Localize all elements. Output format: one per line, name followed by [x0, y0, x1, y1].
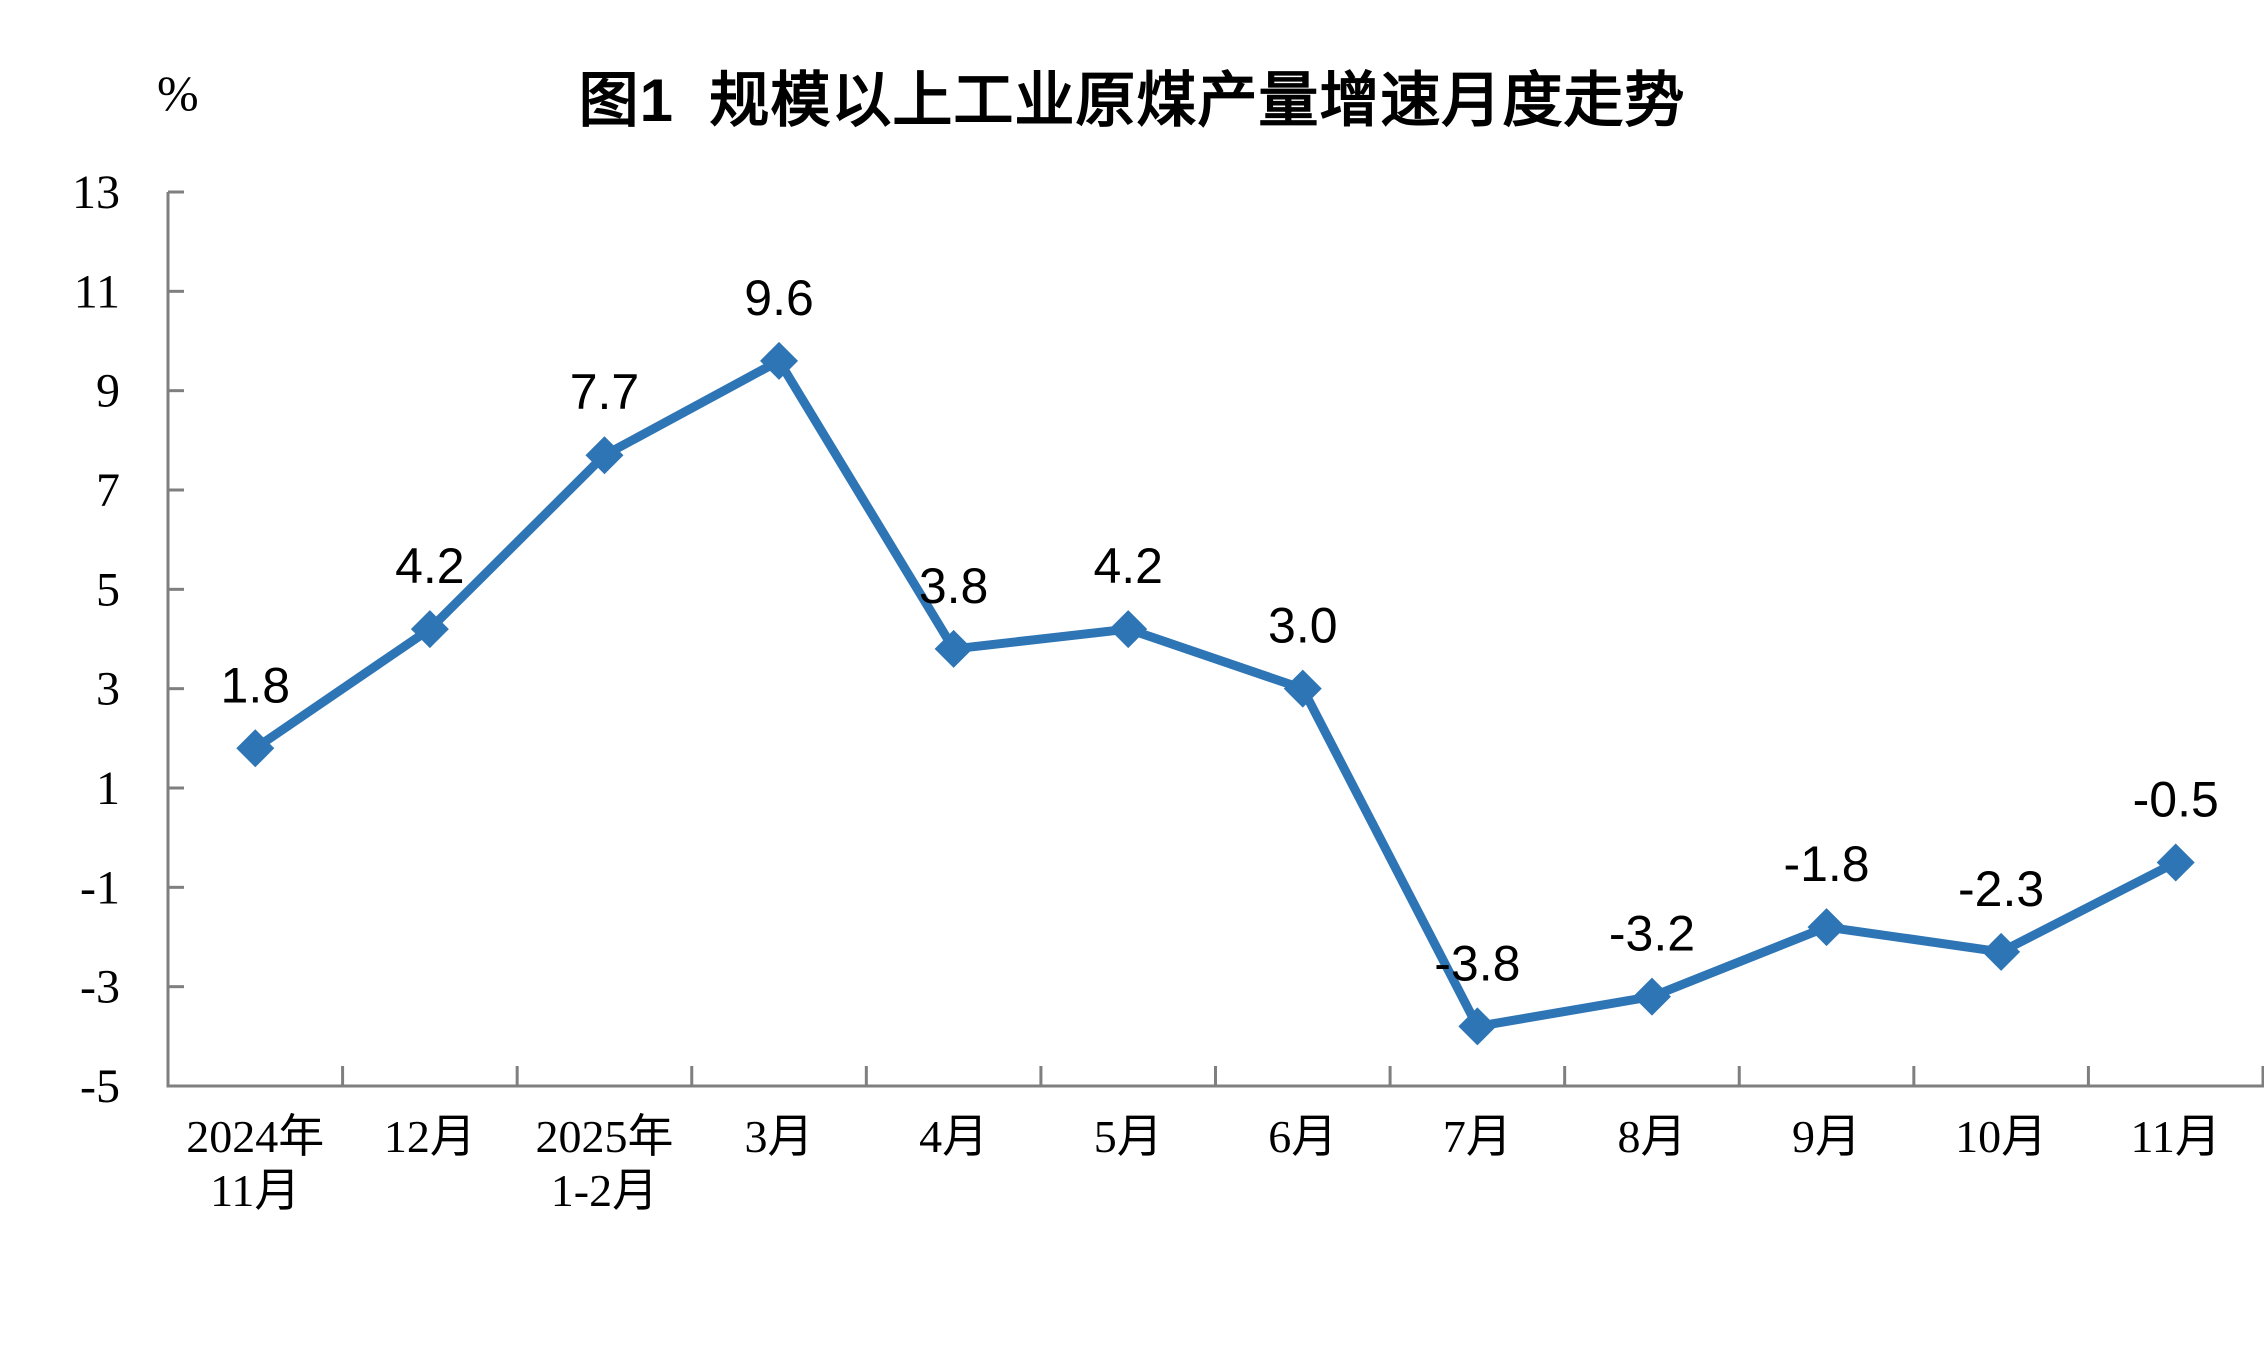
x-tick-label: 2024年 — [186, 1111, 324, 1162]
data-point-marker — [760, 341, 799, 380]
y-tick-label: -1 — [80, 861, 120, 914]
y-tick-label: 3 — [96, 663, 120, 716]
y-tick-label: -5 — [80, 1060, 120, 1113]
data-point-marker — [1283, 669, 1322, 708]
data-point-label: -1.8 — [1783, 836, 1869, 892]
data-point-marker — [1458, 1007, 1497, 1046]
x-tick-label: 11月 — [210, 1165, 300, 1216]
data-point-label: -2.3 — [1958, 861, 2044, 917]
chart-title: 图1 规模以上工业原煤产量增速月度走势 — [578, 67, 1686, 134]
y-axis-unit-label: % — [157, 65, 199, 121]
data-point-marker — [1807, 908, 1846, 947]
x-tick-label: 6月 — [1268, 1111, 1337, 1162]
x-tick-label: 11月 — [2131, 1111, 2221, 1162]
x-tick-label: 12月 — [384, 1111, 476, 1162]
data-point-label: -0.5 — [2133, 772, 2219, 828]
data-point-marker — [1109, 610, 1148, 649]
x-tick-label: 8月 — [1617, 1111, 1686, 1162]
data-point-marker — [2156, 843, 2195, 882]
y-tick-label: 5 — [96, 563, 120, 616]
series-line — [250, 356, 2181, 1031]
y-tick-label: 7 — [96, 464, 120, 517]
data-point-label: 3.0 — [1268, 598, 1338, 654]
data-point-marker — [410, 610, 449, 649]
data-point-label: 7.7 — [570, 364, 640, 420]
data-point-label: -3.2 — [1609, 906, 1695, 962]
x-tick-label: 3月 — [745, 1111, 814, 1162]
data-point-marker — [1982, 932, 2021, 971]
x-tick-label: 5月 — [1094, 1111, 1163, 1162]
data-point-label: -3.8 — [1434, 935, 1520, 991]
x-tick-label: 7月 — [1443, 1111, 1512, 1162]
x-tick-label: 4月 — [919, 1111, 988, 1162]
y-tick-label: 13 — [72, 166, 120, 219]
data-point-marker — [1632, 977, 1671, 1016]
data-point-label: 4.2 — [1093, 538, 1163, 594]
y-tick-label: 11 — [74, 265, 120, 318]
y-tick-label: 9 — [96, 365, 120, 418]
x-tick-label: 2025年 — [535, 1111, 673, 1162]
x-tick-label: 10月 — [1955, 1111, 2047, 1162]
data-point-marker — [236, 729, 275, 768]
y-tick-label: -3 — [80, 961, 120, 1014]
data-point-label: 4.2 — [395, 538, 465, 594]
data-point-marker — [934, 629, 973, 668]
data-point-marker — [585, 436, 624, 475]
x-tick-label: 1-2月 — [551, 1165, 658, 1216]
y-tick-label: 1 — [96, 762, 120, 815]
data-point-label: 3.8 — [919, 558, 989, 614]
x-tick-label: 9月 — [1792, 1111, 1861, 1162]
data-point-label: 9.6 — [744, 270, 814, 326]
data-point-label: 1.8 — [221, 657, 291, 713]
